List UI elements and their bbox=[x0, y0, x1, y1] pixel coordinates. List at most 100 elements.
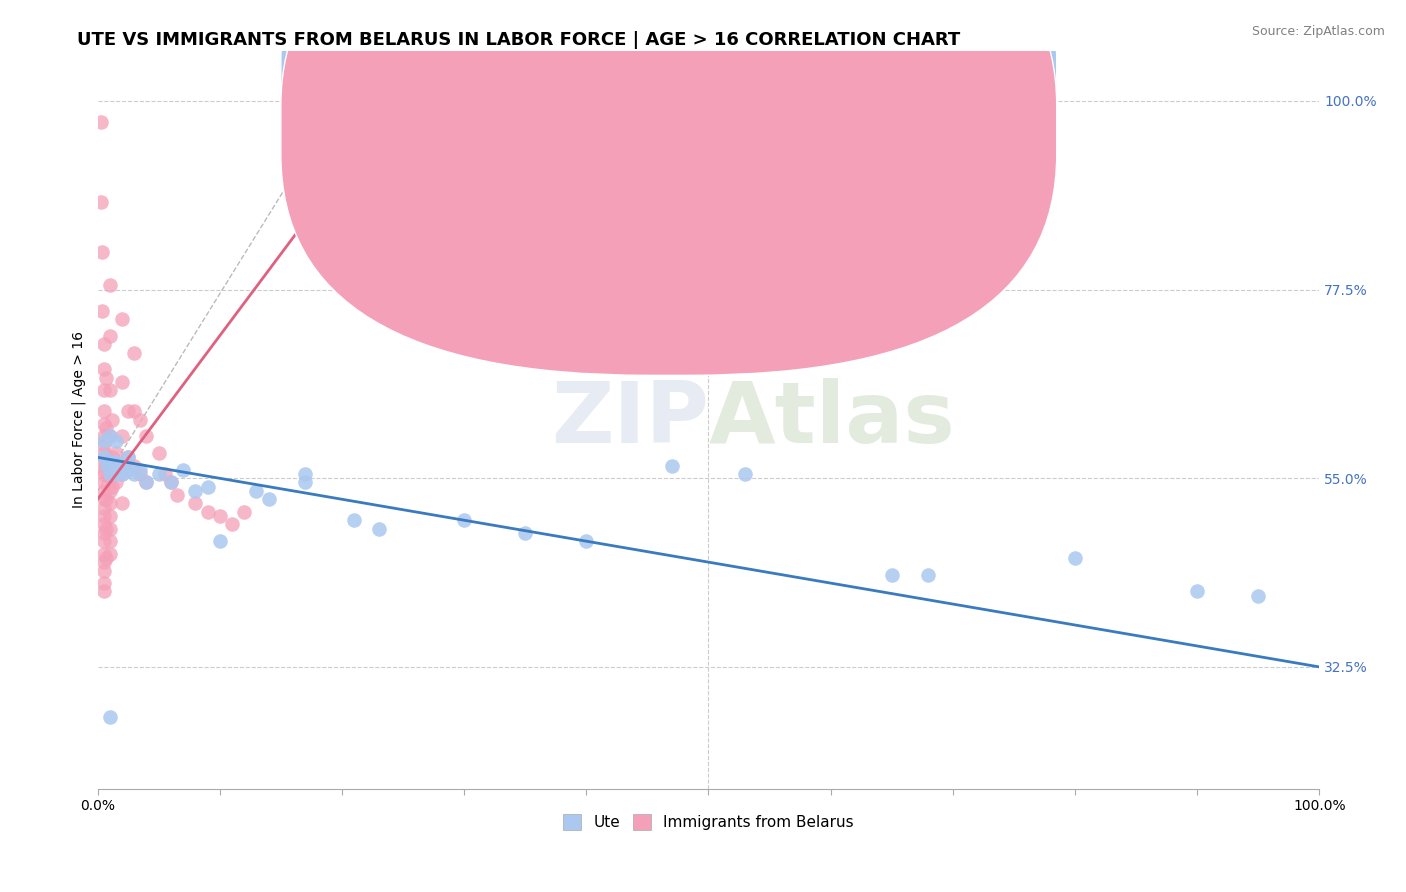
Point bbox=[148, 467, 170, 482]
Point bbox=[93, 337, 115, 351]
Point bbox=[917, 567, 939, 582]
Point bbox=[93, 438, 115, 452]
Point bbox=[93, 555, 115, 569]
Point bbox=[98, 534, 121, 549]
Point bbox=[93, 475, 115, 490]
Text: UTE VS IMMIGRANTS FROM BELARUS IN LABOR FORCE | AGE > 16 CORRELATION CHART: UTE VS IMMIGRANTS FROM BELARUS IN LABOR … bbox=[77, 31, 960, 49]
FancyBboxPatch shape bbox=[628, 58, 941, 154]
Point bbox=[122, 345, 145, 359]
Point bbox=[93, 525, 115, 540]
Point bbox=[93, 517, 115, 532]
Point bbox=[1064, 551, 1087, 566]
Text: R =  0.356   N = 74: R = 0.356 N = 74 bbox=[706, 122, 855, 137]
Point bbox=[94, 522, 117, 536]
Point bbox=[117, 463, 139, 477]
FancyBboxPatch shape bbox=[281, 0, 1057, 330]
Point bbox=[104, 446, 127, 460]
Point bbox=[98, 467, 121, 482]
Point bbox=[104, 454, 127, 468]
Point bbox=[117, 450, 139, 465]
Point bbox=[93, 434, 115, 448]
Point bbox=[98, 278, 121, 293]
Point bbox=[880, 567, 903, 582]
Text: R = -0.640   N = 32: R = -0.640 N = 32 bbox=[706, 78, 856, 93]
Point bbox=[122, 467, 145, 482]
Point bbox=[94, 421, 117, 435]
Point bbox=[172, 463, 194, 477]
Point bbox=[93, 417, 115, 431]
Point bbox=[208, 534, 231, 549]
Text: Source: ZipAtlas.com: Source: ZipAtlas.com bbox=[1251, 25, 1385, 38]
Point bbox=[208, 509, 231, 524]
Point bbox=[515, 525, 537, 540]
Point bbox=[93, 564, 115, 578]
Point bbox=[453, 513, 475, 527]
Point bbox=[117, 450, 139, 465]
Point bbox=[294, 475, 316, 490]
Point bbox=[90, 115, 112, 129]
Point bbox=[98, 328, 121, 343]
Point bbox=[98, 522, 121, 536]
Point bbox=[135, 429, 157, 443]
Point bbox=[233, 505, 256, 519]
Point bbox=[184, 483, 207, 498]
Point bbox=[93, 509, 115, 524]
Point bbox=[104, 467, 127, 482]
Point bbox=[93, 404, 115, 418]
Point bbox=[98, 509, 121, 524]
Point bbox=[94, 458, 117, 473]
Point bbox=[93, 446, 115, 460]
Point bbox=[117, 404, 139, 418]
Point bbox=[245, 483, 267, 498]
Point bbox=[98, 496, 121, 510]
Point bbox=[91, 303, 114, 318]
Point bbox=[111, 429, 134, 443]
Point bbox=[1247, 589, 1270, 603]
Point bbox=[104, 434, 127, 448]
Point bbox=[93, 450, 115, 465]
Point bbox=[93, 454, 115, 468]
Point bbox=[153, 467, 176, 482]
Point bbox=[135, 475, 157, 490]
Point bbox=[96, 458, 118, 473]
Legend: Ute, Immigrants from Belarus: Ute, Immigrants from Belarus bbox=[557, 808, 860, 836]
Text: Atlas: Atlas bbox=[709, 378, 955, 461]
Point bbox=[111, 312, 134, 326]
Point bbox=[93, 429, 115, 443]
Point bbox=[93, 576, 115, 591]
Point bbox=[101, 480, 124, 494]
Y-axis label: In Labor Force | Age > 16: In Labor Force | Age > 16 bbox=[72, 331, 86, 508]
Point bbox=[93, 483, 115, 498]
Point bbox=[122, 404, 145, 418]
Point bbox=[98, 384, 121, 398]
Point bbox=[294, 467, 316, 482]
Point bbox=[166, 488, 188, 502]
Point bbox=[111, 496, 134, 510]
Point bbox=[111, 467, 134, 482]
Point bbox=[98, 454, 121, 468]
Point bbox=[93, 463, 115, 477]
Point bbox=[111, 375, 134, 389]
Point bbox=[343, 513, 366, 527]
Point bbox=[90, 194, 112, 209]
Point bbox=[184, 496, 207, 510]
Point bbox=[661, 458, 683, 473]
Point bbox=[575, 534, 598, 549]
Point bbox=[93, 384, 115, 398]
Point bbox=[93, 467, 115, 482]
Point bbox=[257, 492, 280, 507]
Point bbox=[367, 522, 389, 536]
Point bbox=[94, 551, 117, 566]
Point bbox=[197, 480, 219, 494]
Point bbox=[93, 492, 115, 507]
Point bbox=[98, 454, 121, 468]
Point bbox=[101, 412, 124, 426]
Point bbox=[93, 362, 115, 376]
Point bbox=[111, 458, 134, 473]
Point bbox=[98, 429, 121, 443]
Point bbox=[93, 547, 115, 561]
Point bbox=[98, 483, 121, 498]
Point bbox=[1187, 584, 1209, 599]
Point bbox=[148, 446, 170, 460]
Point bbox=[197, 505, 219, 519]
